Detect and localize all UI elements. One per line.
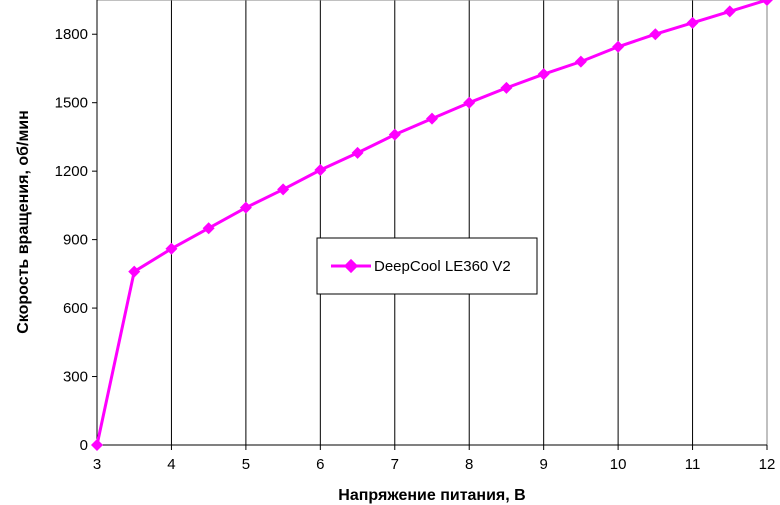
y-tick-labels: 0 300 600 900 1200 1500 1800 [55, 26, 88, 454]
data-point [686, 16, 699, 29]
legend-marker-diamond [343, 258, 359, 274]
series-line-0 [95, 0, 768, 446]
y-tick-label-0: 0 [80, 437, 88, 454]
data-point [351, 146, 364, 159]
legend: DeepCool LE360 V2 [316, 237, 538, 295]
x-tick-label-7: 7 [391, 456, 399, 473]
y-tick-label-1800: 1800 [55, 26, 88, 43]
data-point [128, 265, 141, 278]
data-point [426, 112, 438, 125]
data-point [388, 128, 401, 141]
x-tick-label-8: 8 [465, 456, 473, 473]
x-tick-label-6: 6 [316, 456, 324, 473]
legend-label: DeepCool LE360 V2 [374, 258, 511, 275]
data-point [612, 40, 625, 53]
data-point [649, 28, 662, 41]
axes [92, 0, 768, 450]
y-tick-label-900: 900 [63, 232, 88, 249]
x-tick-label-4: 4 [167, 456, 175, 473]
x-tick-label-10: 10 [610, 456, 627, 473]
x-tick-label-12: 12 [759, 456, 776, 473]
data-point [239, 201, 252, 214]
y-tick-label-600: 600 [63, 300, 88, 317]
y-tick-label-300: 300 [63, 369, 88, 386]
data-point [165, 242, 178, 255]
y-axis-title: Скорость вращения, об/мин [15, 110, 32, 334]
data-point [500, 81, 513, 94]
x-tick-label-5: 5 [242, 456, 250, 473]
data-point [574, 55, 587, 68]
data-point [761, 0, 773, 6]
data-point [463, 96, 476, 109]
data-point [277, 183, 290, 196]
x-axis-title: Напряжение питания, В [338, 487, 525, 504]
data-point [202, 222, 215, 235]
data-point [537, 68, 550, 81]
data-point [314, 164, 327, 177]
x-tick-labels: 3 4 5 6 7 8 9 10 11 12 [93, 456, 776, 473]
grid-lines [96, 0, 768, 445]
x-tick-label-9: 9 [539, 456, 547, 473]
x-tick-label-3: 3 [93, 456, 101, 473]
plot-area-border [96, 0, 768, 446]
data-point [91, 439, 103, 451]
x-tick-label-11: 11 [685, 456, 701, 473]
series-group [91, 0, 773, 451]
y-tick-label-1500: 1500 [55, 95, 88, 112]
y-tick-label-1200: 1200 [55, 163, 88, 180]
data-point [723, 5, 736, 18]
